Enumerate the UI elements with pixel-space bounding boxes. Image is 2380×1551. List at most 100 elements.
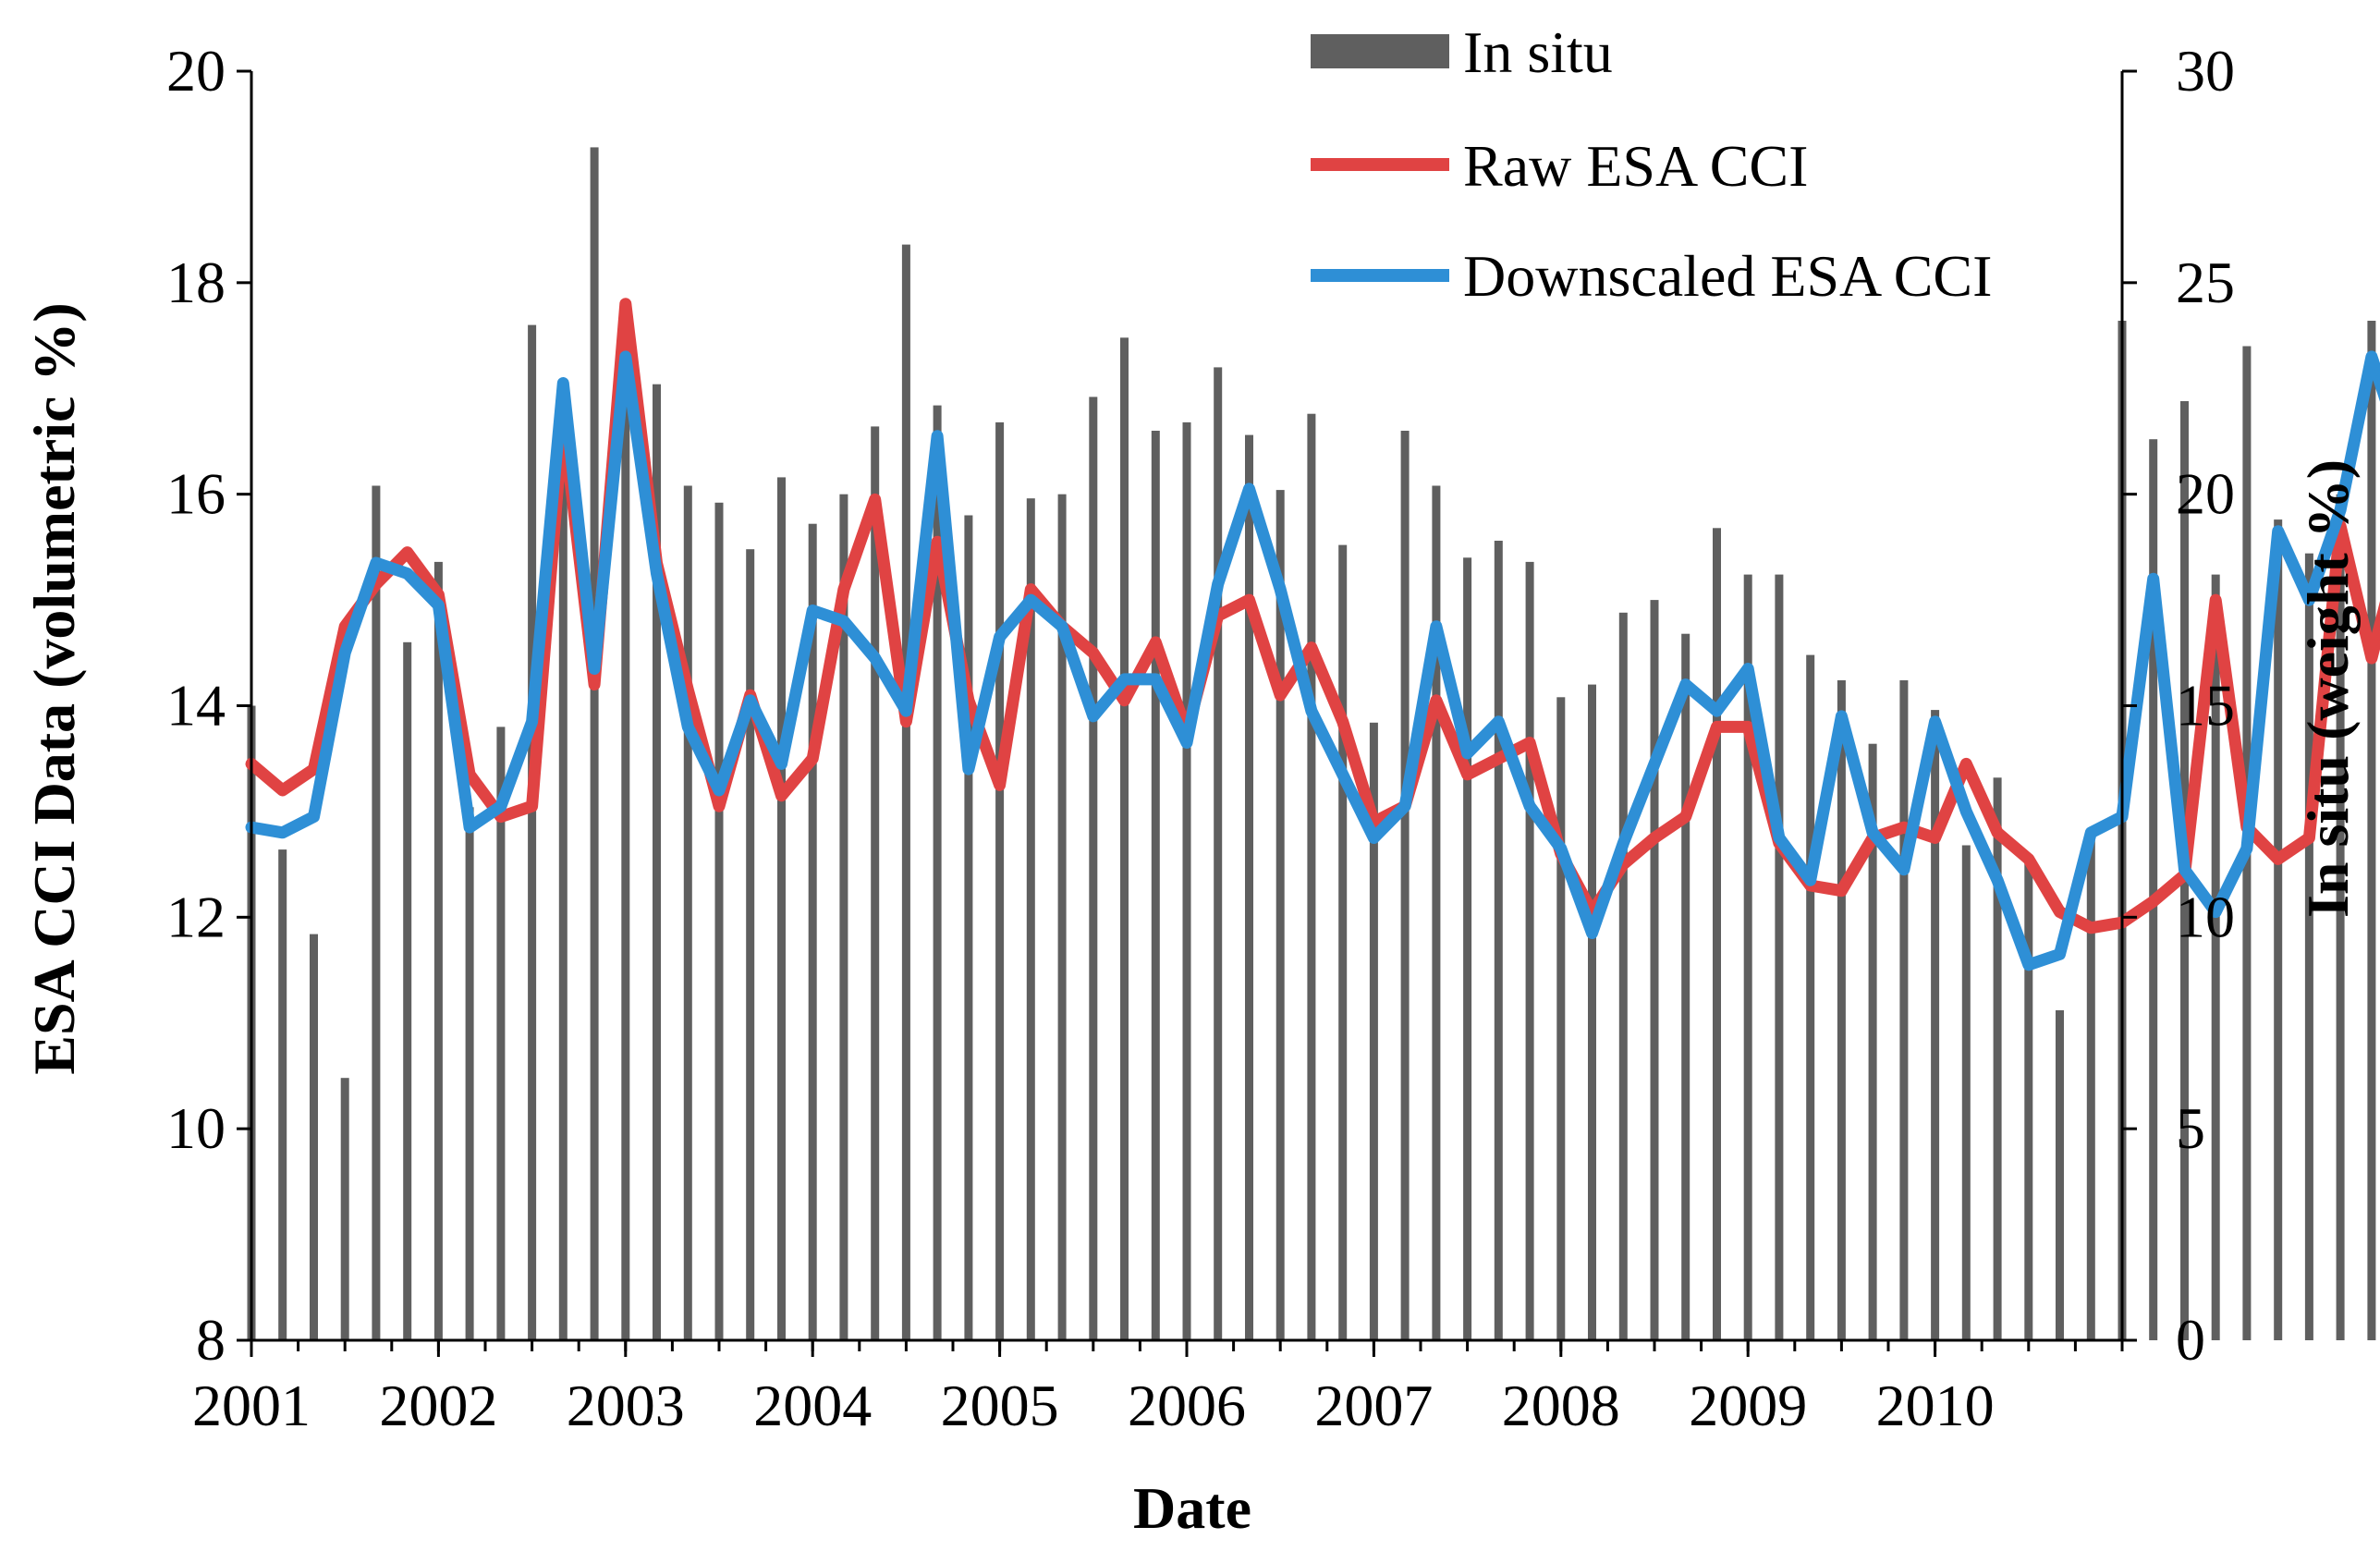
in-situ-bar-28 [1120,337,1129,1340]
in-situ-bar-8 [496,727,506,1340]
x-tick-label-2002: 2002 [379,1373,497,1438]
in-situ-bar-58 [2056,1010,2064,1340]
in-situ-bar-47 [1713,528,1721,1340]
in-situ-bar-18 [808,523,817,1340]
in-situ-bar-56 [1993,777,2002,1340]
in-situ-bar-11 [590,147,599,1340]
left-y-tick-label-2: 12 [166,884,226,949]
in-situ-bar-67 [2336,494,2345,1340]
series-lines [245,298,2380,971]
in-situ-bar-54 [1931,710,1940,1340]
x-tick-label-2007: 2007 [1314,1373,1433,1438]
left-y-tick-label-6: 20 [166,38,226,104]
in-situ-bar-53 [1899,680,1909,1340]
in-situ-bar-55 [1961,845,1971,1340]
in-situ-bar-42 [1556,697,1566,1340]
in-situ-bar-30 [1182,421,1191,1340]
x-tick-label-2004: 2004 [753,1373,872,1438]
in-situ-bar-66 [2304,553,2313,1340]
in-situ-bar-63 [2211,574,2220,1340]
downscaled-esa-cci-line [245,350,2380,971]
legend-in-situ-swatch [1311,34,1449,68]
in-situ-bar-9 [528,324,537,1341]
in-situ-bar-49 [1775,574,1784,1340]
in-situ-bar-38 [1432,485,1441,1340]
in-situ-bar-45 [1650,600,1659,1340]
right-y-tick-label-0: 0 [2176,1307,2205,1373]
x-tick-label-2006: 2006 [1128,1373,1246,1438]
in-situ-bar-10 [558,469,568,1340]
legend-raw-label: Raw ESA CCI [1463,133,1808,199]
in-situ-bar-51 [1837,680,1846,1340]
in-situ-bar-17 [777,477,786,1340]
right-y-tick-label-2: 10 [2176,884,2235,949]
right-y-tick-label-5: 25 [2176,250,2235,315]
in-situ-bar-34 [1307,413,1316,1340]
left-y-tick-label-3: 14 [166,673,226,739]
left-y-tick-label-5: 18 [166,250,226,315]
legend-downscaled-label: Downscaled ESA CCI [1463,243,1992,309]
in-situ-bar-37 [1400,431,1410,1340]
in-situ-bar-40 [1494,541,1503,1340]
x-tick-label-2009: 2009 [1689,1373,1807,1438]
x-tick-label-2005: 2005 [941,1373,1059,1438]
in-situ-bar-22 [933,405,942,1341]
right-y-tick-label-1: 5 [2176,1095,2205,1161]
in-situ-bar-21 [901,244,910,1341]
left-y-tick-label-0: 8 [196,1307,226,1373]
in-situ-bar-48 [1743,574,1752,1340]
right-y-tick-label-4: 20 [2176,461,2235,527]
in-situ-bar-50 [1806,654,1815,1340]
in-situ-bar-65 [2274,519,2283,1340]
left-y-tick-label-1: 10 [166,1095,226,1161]
in-situ-bar-44 [1618,612,1628,1340]
x-tick-label-2001: 2001 [192,1373,311,1438]
in-situ-bar-57 [2024,858,2033,1340]
in-situ-bar-35 [1338,544,1348,1340]
in-situ-bar-36 [1369,722,1378,1340]
in-situ-bar-39 [1463,557,1472,1340]
legend-in-situ-label: In situ [1463,19,1613,85]
left-y-tick-label-4: 16 [166,461,226,527]
in-situ-bar-12 [621,375,630,1340]
right-y-axis-title: In situ (weight %) [2295,459,2361,918]
in-situ-bar-31 [1214,367,1223,1340]
in-situ-bar-68 [2367,321,2376,1340]
in-situ-bar-32 [1245,434,1253,1341]
in-situ-bar-26 [1057,494,1067,1340]
x-tick-label-2008: 2008 [1502,1373,1620,1438]
in-situ-bar-33 [1275,490,1285,1340]
in-situ-bar-20 [871,426,880,1340]
in-situ-bar-43 [1588,684,1596,1340]
in-situ-bar-24 [995,421,1005,1340]
in-situ-bar-23 [964,515,973,1340]
in-situ-bar-41 [1525,561,1534,1340]
in-situ-bar-6 [433,561,443,1340]
in-situ-bars [247,147,2376,1341]
in-situ-bar-3 [340,1078,349,1340]
left-y-axis-title: ESA CCI Data (volumetric %) [21,302,87,1074]
x-tick-label-2003: 2003 [567,1373,685,1438]
right-y-tick-label-6: 30 [2176,38,2235,104]
x-tick-label-2010: 2010 [1876,1373,1995,1438]
in-situ-bar-16 [746,549,755,1340]
in-situ-bar-13 [653,384,661,1341]
in-situ-bar-15 [714,502,724,1340]
in-situ-bar-59 [2086,828,2095,1340]
in-situ-bar-27 [1089,397,1098,1340]
in-situ-bar-2 [310,934,318,1340]
in-situ-bar-61 [2149,439,2158,1340]
in-situ-bar-1 [278,849,287,1340]
in-situ-bar-5 [403,641,412,1340]
in-situ-bar-29 [1151,431,1160,1340]
in-situ-bar-46 [1681,633,1690,1340]
right-y-tick-label-3: 15 [2176,673,2235,739]
in-situ-bar-52 [1868,743,1877,1340]
in-situ-bar-14 [683,485,692,1340]
in-situ-bar-25 [1026,498,1035,1340]
legend: In situ Raw ESA CCI Downscaled ESA CCI [1311,19,1992,309]
in-situ-bar-4 [372,485,381,1340]
